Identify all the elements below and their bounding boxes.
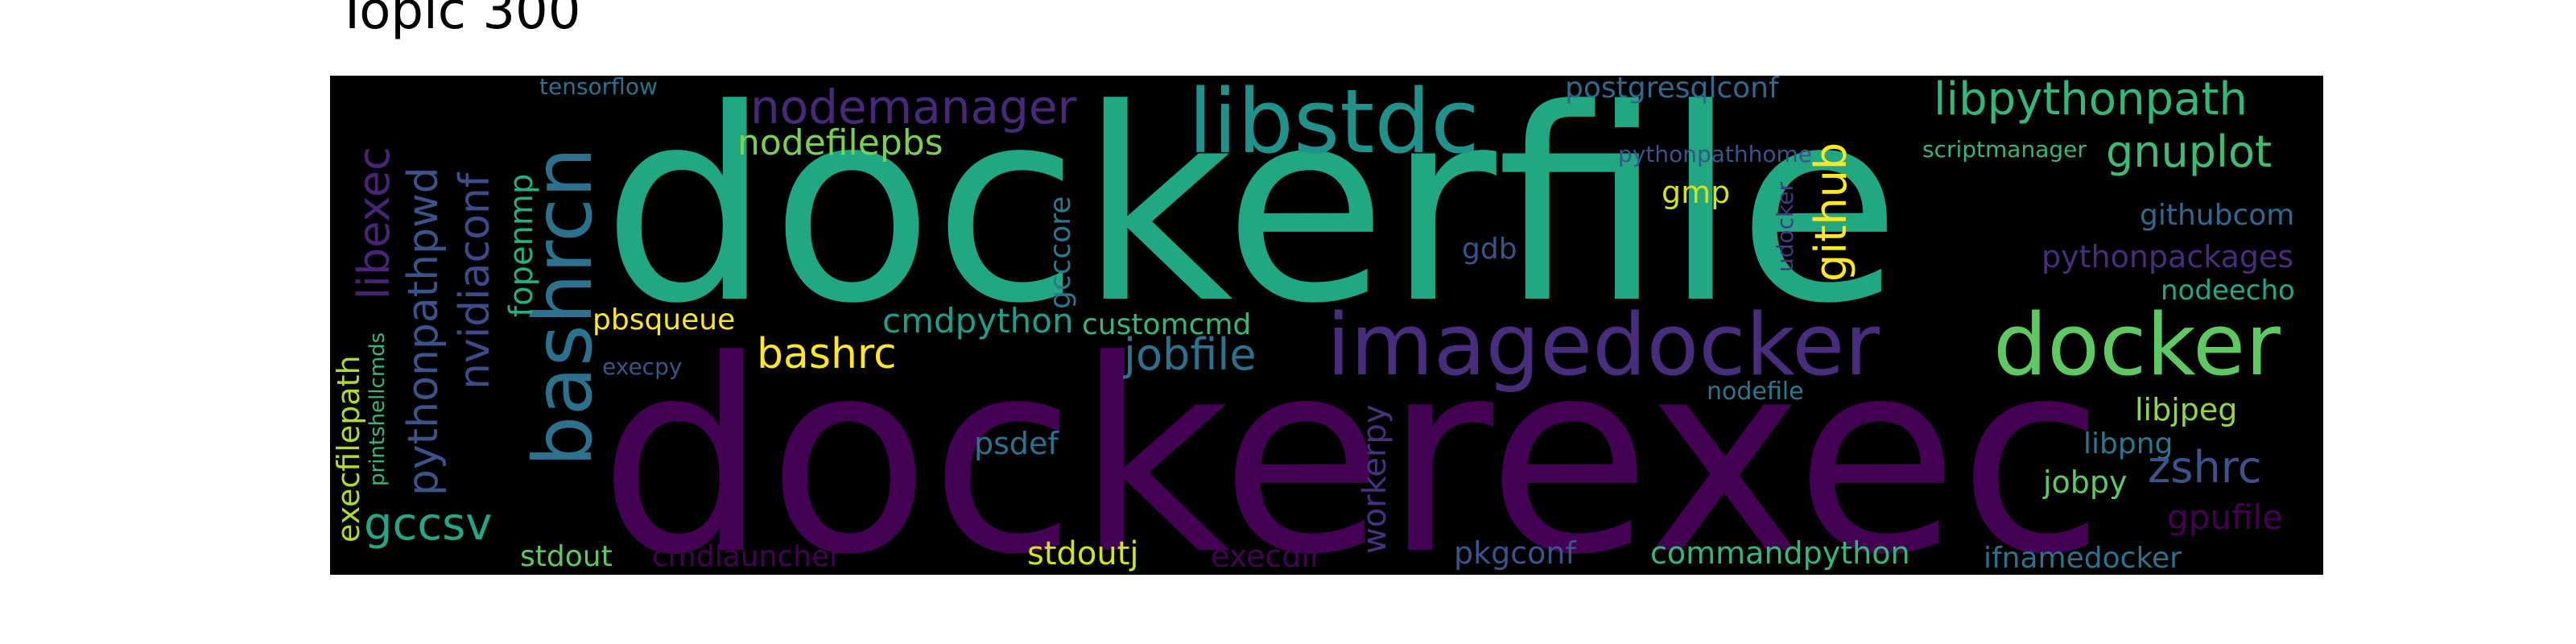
- word-cloud: dockerfile dockerexec imagedocker docker…: [330, 76, 2323, 575]
- word-cmdlauncher: cmdlauncher: [652, 540, 841, 573]
- word-nodefile: nodefile: [1707, 378, 1804, 406]
- word-jobfile: jobfile: [1124, 329, 1257, 380]
- word-nodefilepbs: nodefilepbs: [737, 122, 943, 163]
- word-pythonpathpwd: pythonpathpwd: [399, 167, 448, 496]
- word-ifnamedocker: ifnamedocker: [1984, 542, 2182, 575]
- word-libjpeg: libjpeg: [2135, 392, 2238, 427]
- word-pythonpackages: pythonpackages: [2041, 239, 2294, 275]
- word-pythonpathhome: pythonpathhome: [1618, 141, 1812, 167]
- word-pbsqueue: pbsqueue: [592, 303, 736, 336]
- word-githubcom: githubcom: [2140, 199, 2295, 232]
- word-commandpython: commandpython: [1650, 535, 1910, 571]
- word-nodemanager: nodemanager: [750, 80, 1077, 134]
- page-title: Topic 300: [336, 0, 581, 41]
- word-gccsv: gccsv: [364, 498, 493, 551]
- word-libpng: libpng: [2083, 427, 2174, 460]
- word-docker: docker: [1993, 295, 2281, 394]
- word-execfilepath: execfilepath: [331, 355, 366, 543]
- word-gnuplot: gnuplot: [2106, 126, 2273, 177]
- word-customcmd: customcmd: [1082, 308, 1252, 341]
- word-tensorflow: tensorflow: [539, 76, 658, 100]
- word-postgresqlconf: postgresqlconf: [1565, 76, 1779, 105]
- word-github: github: [1806, 142, 1856, 282]
- word-libexec: libexec: [349, 147, 399, 299]
- word-psdef: psdef: [974, 426, 1059, 461]
- word-nodeecho: nodeecho: [2161, 275, 2295, 307]
- word-libpythonpath: libpythonpath: [1934, 76, 2248, 126]
- word-cmdpython: cmdpython: [882, 301, 1074, 341]
- word-gpufile: gpufile: [2167, 497, 2283, 537]
- word-execdir: execdir: [1211, 539, 1323, 574]
- word-zshrc: zshrc: [2148, 442, 2262, 493]
- word-gmp: gmp: [1662, 175, 1731, 210]
- word-nvidiaconf: nvidiaconf: [451, 172, 499, 390]
- word-dockerfile: dockerfile: [602, 76, 1901, 361]
- word-pkgconf: pkgconf: [1454, 535, 1576, 571]
- word-stdoutj: stdoutj: [1027, 535, 1139, 572]
- word-imagedocker: imagedocker: [1327, 295, 1880, 394]
- word-stdout: stdout: [520, 540, 613, 573]
- word-printshellcmds: printshellcmds: [365, 332, 390, 486]
- word-workerpy: workerpy: [1356, 404, 1393, 555]
- word-fopenmp: fopenmp: [503, 173, 540, 317]
- word-gdb: gdb: [1462, 233, 1517, 266]
- word-udocker: udocker: [1772, 182, 1798, 272]
- word-scriptmanager: scriptmanager: [1922, 136, 2087, 163]
- word-bashrc: bashrc: [757, 330, 897, 378]
- word-libstdc: libstdc: [1188, 76, 1480, 173]
- word-execpy: execpy: [602, 353, 683, 380]
- word-gcccore: gcccore: [1044, 196, 1077, 309]
- word-jobpy: jobpy: [2043, 464, 2128, 500]
- word-dockerexec: dockerexec: [599, 303, 2105, 575]
